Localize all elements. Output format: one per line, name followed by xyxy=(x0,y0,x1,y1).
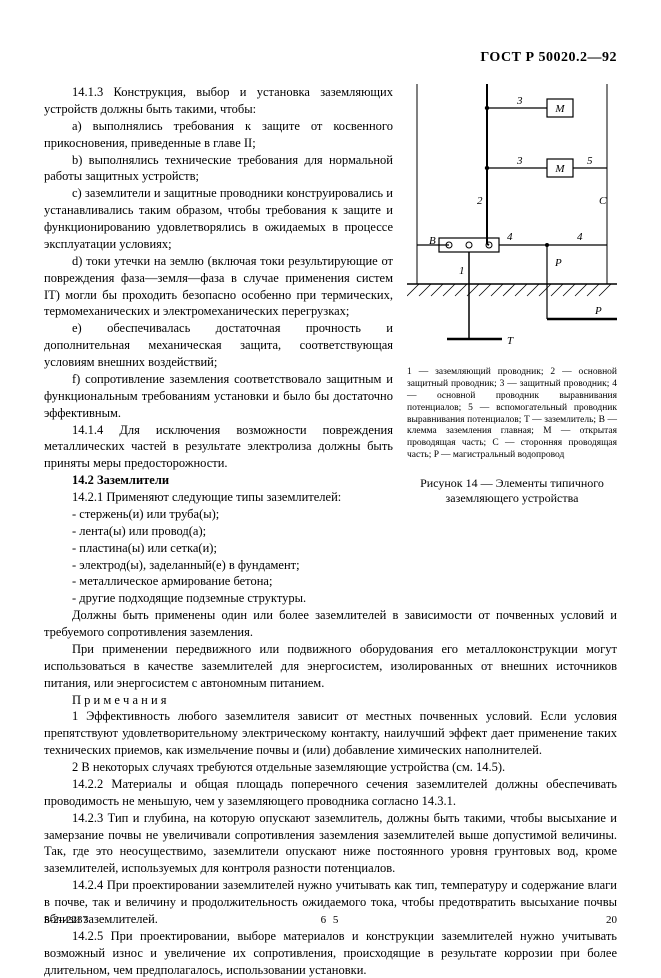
label-4b: 4 xyxy=(577,231,583,243)
two-column-region: 14.1.3 Конструкция, выбор и установка за… xyxy=(44,84,617,607)
figure-caption: Рисунок 14 — Элементы типичного заземляю… xyxy=(407,476,617,506)
label-3b: 3 xyxy=(516,155,523,167)
bullet-6: - другие подходящие подземные структуры. xyxy=(44,590,393,607)
footer-center: 6 5 xyxy=(321,914,341,926)
note-1: 1 Эффективность любого заземлителя завис… xyxy=(44,708,617,759)
para-14-2-5: 14.2.5 При проектировании, выборе матери… xyxy=(44,928,617,978)
label-3a: 3 xyxy=(516,95,523,107)
label-4a: 4 xyxy=(507,231,513,243)
item-e: e) обеспечивалась достаточная прочность … xyxy=(44,320,393,371)
label-M-2: M xyxy=(554,163,565,175)
label-T: T xyxy=(507,335,514,347)
figure-14-diagram: M M xyxy=(407,84,617,359)
item-d: d) токи утечки на землю (включая токи ре… xyxy=(44,253,393,321)
page: ГОСТ Р 50020.2—92 14.1.3 Конструкция, вы… xyxy=(0,0,661,936)
item-b: b) выполнялись технические требования дл… xyxy=(44,152,393,186)
para-14-2-2: 14.2.2 Материалы и общая площадь попереч… xyxy=(44,776,617,810)
item-f: f) сопротивление заземления соответствов… xyxy=(44,371,393,422)
right-figure-column: M M xyxy=(407,84,617,607)
left-text-column: 14.1.3 Конструкция, выбор и установка за… xyxy=(44,84,393,607)
label-p-small: P xyxy=(554,257,562,269)
footer-right: 20 xyxy=(606,914,617,926)
para-14-2-1: 14.2.1 Применяют следующие типы заземлит… xyxy=(44,489,393,506)
bullet-4: - электрод(ы), заделанный(е) в фундамент… xyxy=(44,557,393,574)
para-14-2-3: 14.2.3 Тип и глубина, на которую опускаю… xyxy=(44,810,617,878)
label-M-1: M xyxy=(554,103,565,115)
para-14-1-4: 14.1.4 Для исключения возможности повреж… xyxy=(44,422,393,473)
bullet-2: - лента(ы) или провод(а); xyxy=(44,523,393,540)
label-5: 5 xyxy=(587,155,593,167)
item-c: c) заземлители и защитные проводники кон… xyxy=(44,185,393,253)
label-P: P xyxy=(594,305,602,317)
note-2: 2 В некоторых случаях требуются отдельны… xyxy=(44,759,617,776)
bullet-3: - пластина(ы) или сетка(и); xyxy=(44,540,393,557)
para-apply: Должны быть применены один или более заз… xyxy=(44,607,617,641)
notes-heading: П р и м е ч а н и я xyxy=(44,692,617,709)
diagram-svg: M M xyxy=(407,84,617,359)
item-a: a) выполнялись требования к защите от ко… xyxy=(44,118,393,152)
figure-legend: 1 — заземляющий проводник; 2 — основной … xyxy=(407,367,617,462)
para-mobile: При применении передвижного или подвижно… xyxy=(44,641,617,692)
label-C: C xyxy=(599,195,607,207)
bullet-5: - металлическое армирование бетона; xyxy=(44,573,393,590)
label-B: B xyxy=(429,235,436,247)
label-2: 2 xyxy=(477,195,483,207)
doc-header: ГОСТ Р 50020.2—92 xyxy=(44,50,617,66)
label-1: 1 xyxy=(459,265,465,277)
bullet-1: - стержень(и) или труба(ы); xyxy=(44,506,393,523)
heading-14-2: 14.2 Заземлители xyxy=(44,472,393,489)
footer-left: 5-2--2237 xyxy=(44,914,88,926)
para-14-1-3: 14.1.3 Конструкция, выбор и установка за… xyxy=(44,84,393,118)
